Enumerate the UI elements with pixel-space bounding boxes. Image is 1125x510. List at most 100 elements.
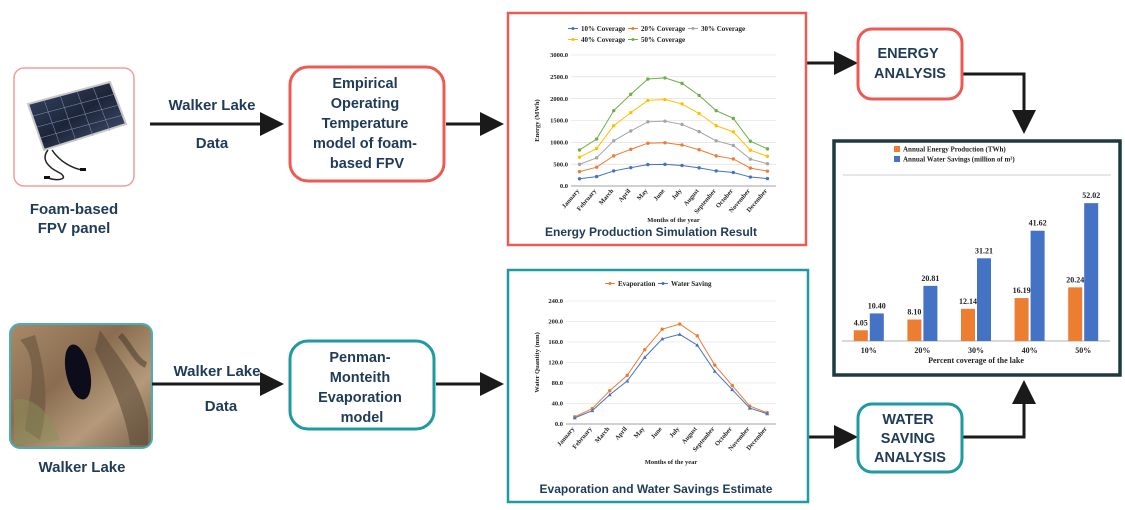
y-axis-label: Energy (MWh) bbox=[534, 99, 541, 141]
data-point bbox=[663, 162, 667, 167]
temperature-model-text: Empirical Operating Temperature model of… bbox=[313, 76, 421, 172]
panel-caption-line2: FPV panel bbox=[38, 220, 111, 237]
data-point bbox=[713, 363, 717, 367]
data-point bbox=[748, 166, 753, 170]
y-tick-label: 40.0 bbox=[552, 401, 563, 408]
data-point bbox=[747, 406, 752, 410]
legend-marker bbox=[608, 282, 612, 285]
data-point bbox=[663, 141, 667, 145]
data-point bbox=[765, 147, 770, 151]
data-point bbox=[594, 165, 599, 169]
legend-entry: 20% Coverage bbox=[641, 25, 685, 33]
data-point bbox=[577, 169, 582, 174]
data-point bbox=[642, 355, 647, 359]
y-tick-label: 500.0 bbox=[553, 161, 568, 168]
data-point bbox=[695, 343, 700, 347]
data-point bbox=[660, 327, 664, 331]
series-line-30-coverage bbox=[579, 120, 768, 165]
data-point bbox=[714, 139, 718, 143]
x-tick-label: 10% bbox=[861, 346, 877, 355]
bar-energy bbox=[1014, 298, 1029, 341]
bar-value-label: 41.62 bbox=[1029, 219, 1047, 228]
bottom-arrow-label-line1: Walker Lake bbox=[174, 363, 261, 380]
data-point bbox=[643, 347, 647, 352]
data-point bbox=[731, 116, 735, 121]
data-point bbox=[748, 148, 753, 152]
data-point bbox=[678, 322, 682, 326]
data-point bbox=[765, 176, 770, 181]
data-point bbox=[680, 102, 684, 106]
data-point bbox=[697, 111, 701, 116]
arrow-water-analysis-to-results bbox=[962, 380, 1036, 439]
data-point bbox=[612, 169, 616, 173]
legend-entry: Evaporation bbox=[618, 280, 655, 288]
x-axis-label: Percent coverage of the lake bbox=[928, 356, 1024, 365]
top-arrow-label-line1: Walker Lake bbox=[169, 97, 256, 114]
bar-water bbox=[1030, 230, 1045, 341]
energy-analysis-text: ENERGY ANALYSIS bbox=[874, 46, 946, 82]
legend-entry: Annual Water Savings (million of m³) bbox=[903, 156, 1015, 164]
data-point bbox=[730, 387, 735, 392]
bar-water bbox=[923, 285, 938, 341]
data-point bbox=[663, 119, 667, 123]
x-tick-label: 50% bbox=[1075, 346, 1091, 355]
data-point bbox=[594, 137, 599, 141]
evaporation-chart-frame bbox=[506, 268, 810, 504]
data-point bbox=[660, 336, 665, 341]
legend-marker bbox=[631, 27, 635, 30]
data-point bbox=[697, 148, 701, 152]
lake-caption: Walker Lake bbox=[39, 459, 126, 476]
bottom-arrow-label-line2: Data bbox=[205, 398, 238, 415]
data-point bbox=[612, 108, 616, 113]
top-arrow-label-line2: Data bbox=[196, 135, 229, 152]
data-point bbox=[680, 163, 684, 168]
temperature-model-box: Empirical Operating Temperature model of… bbox=[288, 65, 446, 183]
legend-entry: Water Saving bbox=[671, 280, 712, 288]
data-point bbox=[731, 130, 735, 134]
evaporation-model-box: Penman- Monteith Evaporation model bbox=[288, 339, 436, 431]
data-point bbox=[629, 147, 633, 152]
bar-water bbox=[1084, 203, 1099, 341]
data-point bbox=[629, 92, 633, 97]
data-point bbox=[714, 108, 718, 113]
energy-chart-frame bbox=[506, 11, 808, 247]
data-point bbox=[590, 408, 595, 413]
data-point bbox=[577, 155, 582, 159]
data-point bbox=[714, 169, 718, 173]
data-point bbox=[714, 124, 718, 128]
data-point bbox=[608, 388, 612, 393]
legend-entry: Annual Energy Production (TWh) bbox=[903, 146, 1006, 154]
evaporation-model-text: Penman- Monteith Evaporation model bbox=[318, 350, 406, 426]
data-point bbox=[629, 165, 633, 170]
data-point bbox=[646, 98, 650, 103]
data-point bbox=[765, 162, 770, 166]
data-point bbox=[680, 122, 684, 127]
y-tick-label: 80.0 bbox=[552, 380, 563, 387]
data-point bbox=[714, 154, 718, 158]
series-line-40-coverage bbox=[579, 99, 768, 158]
bar-value-label: 20.24 bbox=[1066, 275, 1084, 284]
bar-value-label: 31.21 bbox=[975, 246, 993, 255]
x-axis-label: Months of the year bbox=[647, 217, 700, 224]
data-point bbox=[697, 93, 701, 98]
fpv-panel-image bbox=[13, 67, 135, 187]
bar-value-label: 8.10 bbox=[907, 308, 921, 317]
bar-value-label: 52.02 bbox=[1082, 191, 1100, 200]
legend-entry: 10% Coverage bbox=[581, 25, 625, 33]
legend-entry: 40% Coverage bbox=[581, 36, 625, 44]
data-point bbox=[663, 97, 667, 102]
data-point bbox=[577, 162, 582, 167]
legend-marker bbox=[691, 27, 695, 30]
y-tick-label: 2000.0 bbox=[550, 96, 568, 103]
energy-analysis-box: ENERGY ANALYSIS bbox=[856, 27, 964, 101]
bar-energy bbox=[1068, 287, 1083, 341]
y-axis-label: Water Quantity (mm) bbox=[534, 332, 541, 393]
x-tick-label: 40% bbox=[1022, 346, 1038, 355]
data-point bbox=[629, 129, 633, 133]
data-point bbox=[625, 378, 630, 383]
x-axis-label: Months of the year bbox=[645, 459, 698, 466]
legend-swatch bbox=[894, 156, 900, 162]
y-tick-label: 160.0 bbox=[548, 339, 563, 346]
bar-value-label: 16.19 bbox=[1013, 286, 1031, 295]
y-tick-label: 1500.0 bbox=[550, 118, 568, 125]
